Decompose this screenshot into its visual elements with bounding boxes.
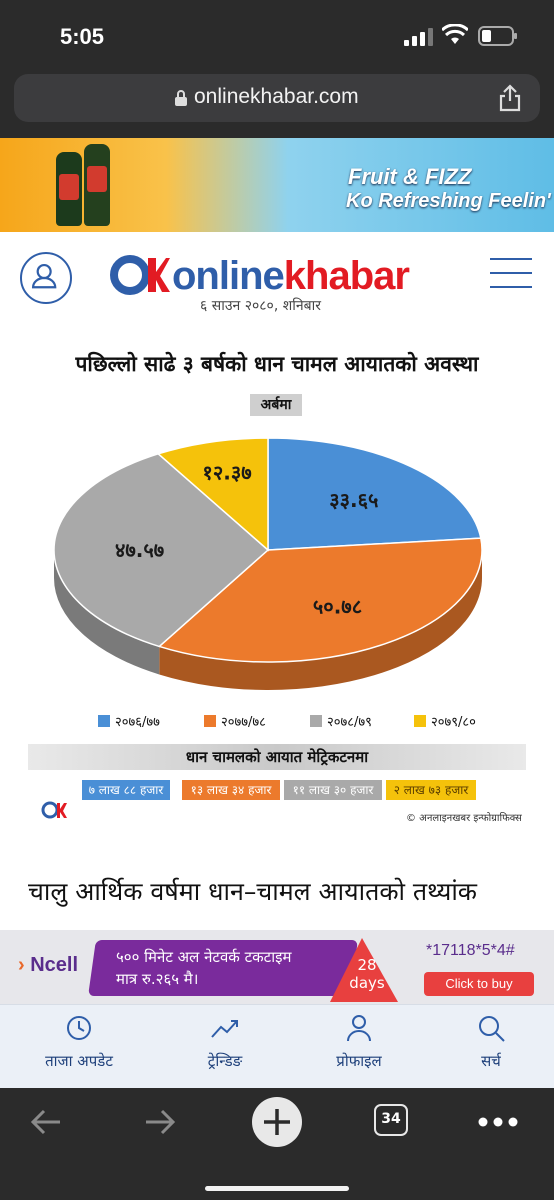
unit-label: अर्बमा <box>250 394 302 416</box>
drink-banner-ad[interactable]: Fruit & FIZZ Ko Refreshing Feelin' <box>0 138 554 232</box>
pie-value-label-2: ५०.७८ <box>313 594 362 618</box>
hamburger-menu-icon[interactable] <box>490 258 532 288</box>
browser-toolbar: 34 <box>0 1088 554 1200</box>
volume-box-2: १३ लाख ३४ हजार <box>182 780 280 800</box>
pie-value-label-1: ३३.६५ <box>329 488 378 512</box>
pie-value-label-3: ४७.५७ <box>115 538 164 562</box>
nav-search[interactable]: सर्च <box>436 1013 546 1071</box>
ncell-ad[interactable]: › Ncell ५०० मिनेट अल नेटवर्क टकटाइम मात्… <box>0 930 554 1004</box>
ncell-logo: › Ncell <box>18 954 79 976</box>
pie-chart: ३३.६५ ५०.७८ ४७.५७ १२.३७ <box>53 437 483 690</box>
pie-slice-2 <box>157 537 483 663</box>
trending-icon <box>211 1020 238 1038</box>
rice-import-infographic: पछिल्लो साढे ३ बर्षको धान चामल आयातको अव… <box>28 336 526 832</box>
days-badge-shape <box>330 938 398 1002</box>
chart-legend: २०७६/७७ २०७७/७८ २०७८/७९ २०७९/८० <box>98 710 498 732</box>
click-to-buy-button[interactable]: Click to buy <box>424 972 534 996</box>
bottom-nav: ताजा अपडेट ट्रेन्डिङ प्रोफाइल सर्च <box>0 1004 554 1088</box>
logo-text: onlinekhabar <box>172 254 410 298</box>
profile-icon <box>347 1015 371 1042</box>
clock-icon <box>67 1016 91 1040</box>
tab-count: 34 <box>381 1111 401 1127</box>
nav-latest-updates[interactable]: ताजा अपडेट <box>24 1013 134 1071</box>
pie-side-2 <box>159 550 482 690</box>
home-indicator <box>205 1186 349 1191</box>
pie-side-3 <box>54 550 160 675</box>
pie-slice-4 <box>156 437 269 552</box>
user-account-button[interactable] <box>20 252 72 304</box>
pie-slice-1 <box>267 437 482 551</box>
days-badge: 28 days <box>349 956 385 992</box>
article-heading[interactable]: चालु आर्थिक वर्षमा धान–चामल आयातको तथ्या… <box>28 877 478 906</box>
ad-headline: Fruit & FIZZ <box>348 164 472 189</box>
legend-item-4: २०७९/८० <box>414 712 476 730</box>
infographic-title: पछिल्लो साढे ३ बर्षको धान चामल आयातको अव… <box>75 352 479 376</box>
promo-text: ५०० मिनेट अल नेटवर्क टकटाइम मात्र रु.२६५… <box>116 948 292 988</box>
url-text: onlinekhabar.com <box>194 85 359 108</box>
legend-label-4: २०७९/८० <box>431 715 476 730</box>
ok-logo-mark <box>110 255 170 295</box>
nav-trending[interactable]: ट्रेन्डिङ <box>170 1013 280 1071</box>
mini-ok-logo <box>41 801 67 819</box>
legend-item-3: २०७८/७९ <box>310 712 372 730</box>
legend-label-2: २०७७/७८ <box>221 715 266 730</box>
share-icon[interactable] <box>498 84 522 112</box>
volume-box-4: २ लाख ७३ हजार <box>386 780 476 800</box>
page-date: ६ साउन २०८०, शनिबार <box>200 298 321 314</box>
pie-slice-3 <box>53 453 270 648</box>
search-icon <box>479 1016 505 1042</box>
volume-box-3: ११ लाख ३० हजार <box>284 780 382 800</box>
pie-value-label-4: १२.३७ <box>202 460 251 484</box>
site-header: onlinekhabar ६ साउन २०८०, शनिबार <box>0 232 554 324</box>
site-logo[interactable]: onlinekhabar <box>110 252 460 298</box>
legend-swatch-1 <box>98 715 110 727</box>
back-arrow-icon[interactable] <box>26 1102 66 1142</box>
status-bar: 5:05 <box>0 0 554 66</box>
address-bar[interactable]: onlinekhabar.com <box>14 74 540 122</box>
infographic-credit: © अनलाइनखबर इन्फोग्राफिक्स <box>406 813 522 824</box>
forward-arrow-icon[interactable] <box>140 1102 180 1142</box>
volume-box-1: ७ लाख ८८ हजार <box>82 780 170 800</box>
legend-item-2: २०७७/७८ <box>204 712 266 730</box>
bottles-image <box>52 144 114 226</box>
legend-label-3: २०७८/७९ <box>327 715 372 730</box>
legend-label-1: २०७६/७७ <box>115 715 160 730</box>
volume-band-title: धान चामलको आयात मेट्रिकटनमा <box>28 744 526 770</box>
ad-tagline: Ko Refreshing Feelin' <box>346 190 551 212</box>
volume-boxes: ७ लाख ८८ हजार १३ लाख ३४ हजार ११ लाख ३० ह… <box>82 780 522 802</box>
nav-profile[interactable]: प्रोफाइल <box>304 1013 414 1071</box>
legend-swatch-3 <box>310 715 322 727</box>
user-icon <box>31 263 57 289</box>
lock-icon <box>175 90 187 106</box>
browser-address-area: onlinekhabar.com <box>0 66 554 138</box>
new-tab-plus-icon[interactable] <box>251 1096 303 1148</box>
wifi-icon <box>442 24 468 44</box>
status-time: 5:05 <box>60 24 105 49</box>
more-dots-icon[interactable] <box>478 1116 518 1128</box>
signal-icon <box>404 28 433 46</box>
legend-swatch-2 <box>204 715 216 727</box>
legend-swatch-4 <box>414 715 426 727</box>
tabs-button[interactable]: 34 <box>374 1104 408 1136</box>
ussd-code: *17118*5*4# <box>426 942 515 959</box>
battery-icon <box>478 26 517 46</box>
legend-item-1: २०७६/७७ <box>98 712 160 730</box>
